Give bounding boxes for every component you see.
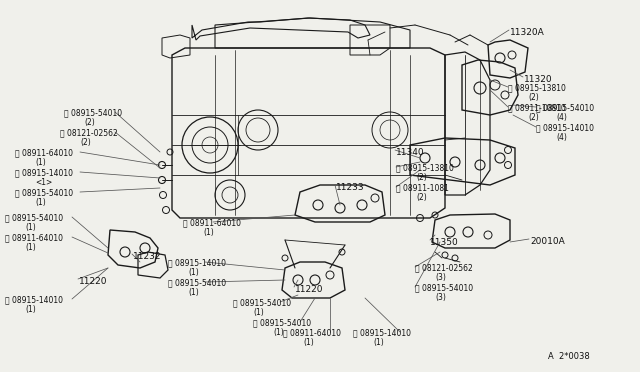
Text: ⓘ 08915-54010: ⓘ 08915-54010 [168, 278, 226, 287]
Text: 20010A: 20010A [530, 237, 564, 246]
Text: (2): (2) [416, 173, 427, 182]
Text: ⓝ 08911-64010: ⓝ 08911-64010 [283, 328, 341, 337]
Text: ⓝ 08911-64010: ⓝ 08911-64010 [15, 148, 73, 157]
Text: ⓘ 08915-13810: ⓘ 08915-13810 [396, 163, 454, 172]
Text: 11340: 11340 [396, 148, 424, 157]
Text: ⓝ 08911-64010: ⓝ 08911-64010 [183, 218, 241, 227]
Text: 11220: 11220 [79, 277, 108, 286]
Text: (1): (1) [25, 223, 36, 232]
Text: (2): (2) [528, 93, 539, 102]
Text: ⓘ 08915-54010: ⓘ 08915-54010 [253, 318, 311, 327]
Text: ⓘ 08915-54010: ⓘ 08915-54010 [15, 188, 73, 197]
Text: ⓘ 08915-54010: ⓘ 08915-54010 [5, 213, 63, 222]
Text: 11350: 11350 [430, 238, 459, 247]
Text: ⓘ 08915-54010: ⓘ 08915-54010 [233, 298, 291, 307]
Text: ⓝ 08911-1081: ⓝ 08911-1081 [396, 183, 449, 192]
Text: ⓘ 08915-14010: ⓘ 08915-14010 [168, 258, 226, 267]
Text: (4): (4) [556, 133, 567, 142]
Text: Ⓑ 08121-02562: Ⓑ 08121-02562 [60, 128, 118, 137]
Text: (3): (3) [435, 293, 446, 302]
Text: ⓘ 08915-14010: ⓘ 08915-14010 [536, 123, 594, 132]
Text: ⓝ 08911-10810: ⓝ 08911-10810 [508, 103, 566, 112]
Text: (2): (2) [84, 118, 95, 127]
Text: <1>: <1> [35, 178, 52, 187]
Text: ⓘ 08915-13810: ⓘ 08915-13810 [508, 83, 566, 92]
Text: ⓘ 08915-54010: ⓘ 08915-54010 [536, 103, 594, 112]
Text: (1): (1) [203, 228, 214, 237]
Text: (2): (2) [416, 193, 427, 202]
Text: 11320A: 11320A [510, 28, 545, 37]
Text: A  2*0038: A 2*0038 [548, 352, 589, 361]
Text: (4): (4) [556, 113, 567, 122]
Text: ⓘ 08915-14010: ⓘ 08915-14010 [353, 328, 411, 337]
Text: (1): (1) [303, 338, 314, 347]
Text: (2): (2) [80, 138, 91, 147]
Text: ⓝ 08911-64010: ⓝ 08911-64010 [5, 233, 63, 242]
Text: 11220: 11220 [295, 285, 323, 294]
Text: 11320: 11320 [524, 75, 552, 84]
Text: (1): (1) [188, 288, 199, 297]
Text: (1): (1) [373, 338, 384, 347]
Text: (1): (1) [273, 328, 284, 337]
Text: ⓘ 08915-14010: ⓘ 08915-14010 [15, 168, 73, 177]
Text: ⓘ 08915-14010: ⓘ 08915-14010 [5, 295, 63, 304]
Text: (1): (1) [253, 308, 264, 317]
Text: (1): (1) [35, 158, 45, 167]
Text: (1): (1) [35, 198, 45, 207]
Text: (1): (1) [188, 268, 199, 277]
Text: 11233: 11233 [336, 183, 365, 192]
Text: (1): (1) [25, 305, 36, 314]
Text: (2): (2) [528, 113, 539, 122]
Text: Ⓑ 08121-02562: Ⓑ 08121-02562 [415, 263, 473, 272]
Text: 11232: 11232 [133, 252, 161, 261]
Text: (1): (1) [25, 243, 36, 252]
Text: ⓘ 08915-54010: ⓘ 08915-54010 [64, 108, 122, 117]
Text: (3): (3) [435, 273, 446, 282]
Text: ⓘ 08915-54010: ⓘ 08915-54010 [415, 283, 473, 292]
